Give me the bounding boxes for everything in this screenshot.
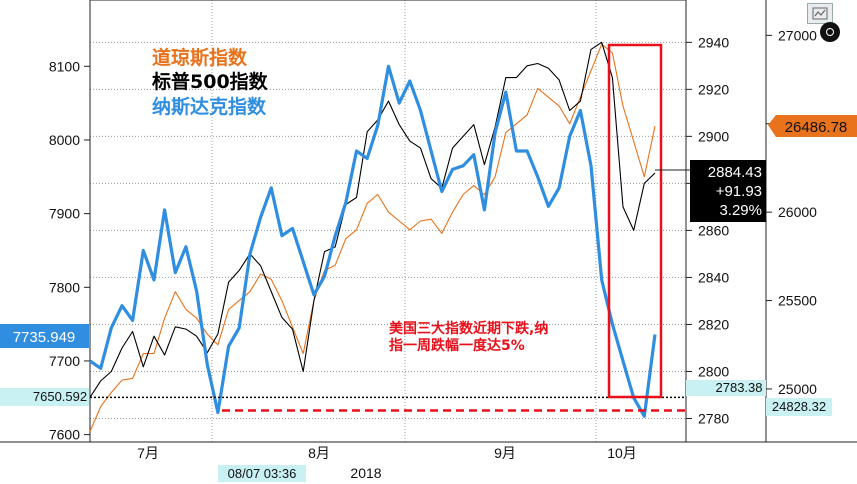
legend-sp500: 标普500指数: [152, 70, 269, 93]
series-line: [89, 43, 656, 432]
annotation-line-2: 指一周跌幅一度达5%: [389, 337, 525, 354]
month-label-oct: 10月: [607, 445, 637, 461]
sp500-tick-label: 2860: [698, 222, 729, 238]
sp500-ref-value: 2783.38: [716, 380, 763, 395]
series-line: [89, 41, 656, 398]
sp500-tick-label: 2820: [698, 316, 729, 332]
dow-tick-label: 25000: [778, 381, 817, 397]
nasdaq-tick-label: 8100: [49, 58, 80, 74]
dow-tick-label: 26000: [778, 204, 817, 220]
nasdaq-ref-badge: [0, 388, 89, 406]
year-label: 2018: [350, 465, 381, 481]
sp500-tick-label: 2840: [698, 269, 729, 285]
grid: [90, 0, 686, 442]
sp500-tick-label: 2900: [698, 128, 729, 144]
dow-ref-badge: [766, 398, 832, 416]
nasdaq-ref-value: 7650.592: [33, 389, 87, 404]
nasdaq-tick-label: 7700: [49, 353, 80, 369]
legend-nasdaq: 纳斯达克指数: [152, 95, 267, 118]
decline-highlight-box: [607, 43, 663, 399]
sp500-tick-label: 2800: [698, 363, 729, 379]
dow-ref-value: 24828.32: [772, 399, 826, 414]
sp500-change: +91.93: [716, 183, 762, 200]
dow-last-value: 26486.78: [785, 119, 848, 136]
sp500-tick-label: 2920: [698, 81, 729, 97]
sp500-last-value: 2884.43: [708, 164, 762, 181]
nasdaq-tick-label: 7800: [49, 279, 80, 295]
nasdaq-last-badge: [0, 324, 89, 348]
series-line: [89, 64, 657, 418]
nasdaq-tick-label: 8000: [49, 132, 80, 148]
sp500-change-pct: 3.29%: [719, 202, 762, 219]
sp500-ref-badge: [686, 380, 766, 396]
nasdaq-tick-label: 7900: [49, 206, 80, 222]
sp500-tick-label: 2780: [698, 410, 729, 426]
close-icon[interactable]: [820, 22, 840, 42]
nasdaq-last-value: 7735.949: [13, 329, 76, 346]
crosshair-date: 08/07 03:36: [228, 466, 297, 481]
nasdaq-tick-label: 7600: [49, 427, 80, 443]
month-label-aug: 8月: [308, 445, 330, 461]
month-label-sep: 9月: [494, 445, 516, 461]
annotation-line-1: 美国三大指数近期下跌,纳: [389, 320, 548, 337]
crosshair-date-badge: [218, 465, 306, 482]
sp500-tick-label: 2940: [698, 34, 729, 50]
legend-dow: 道琼斯指数: [152, 46, 248, 69]
sp500-last-badge: [690, 160, 766, 222]
reference-lines: [90, 396, 686, 412]
month-label-jul: 7月: [137, 445, 159, 461]
dow-last-badge: [768, 115, 857, 137]
series-lines: [89, 41, 657, 432]
dow-tick-label: 27000: [778, 27, 817, 43]
chart-settings-icon[interactable]: [807, 3, 833, 24]
dow-tick-label: 25500: [778, 293, 817, 309]
